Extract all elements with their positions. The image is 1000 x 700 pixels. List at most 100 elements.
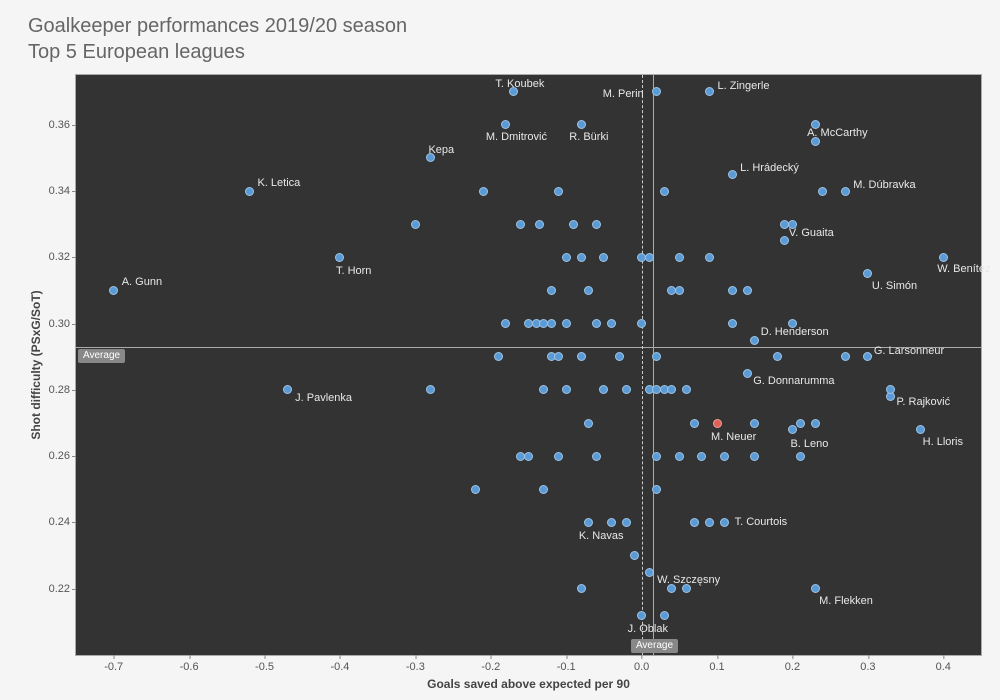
data-point <box>705 87 714 96</box>
data-point <box>411 220 420 229</box>
data-point <box>788 319 797 328</box>
data-point <box>645 568 654 577</box>
data-label: M. Dmitrović <box>486 131 547 143</box>
data-point <box>577 352 586 361</box>
data-label: K. Navas <box>579 530 624 542</box>
data-point <box>547 286 556 295</box>
data-point <box>811 419 820 428</box>
y-tick: 0.30 <box>49 318 70 330</box>
data-point <box>811 584 820 593</box>
data-point <box>584 518 593 527</box>
data-point <box>675 286 684 295</box>
data-point <box>675 452 684 461</box>
data-point <box>720 518 729 527</box>
data-label: M. Perin <box>603 88 644 100</box>
data-point <box>592 319 601 328</box>
data-point <box>245 187 254 196</box>
data-point <box>660 611 669 620</box>
data-label: B. Leno <box>790 438 828 450</box>
data-point <box>335 253 344 262</box>
y-tick: 0.24 <box>49 516 70 528</box>
data-point <box>592 220 601 229</box>
data-point <box>728 286 737 295</box>
data-point <box>607 319 616 328</box>
data-label: D. Henderson <box>761 326 829 338</box>
x-tick: 0.0 <box>634 661 649 673</box>
data-point <box>750 452 759 461</box>
data-point <box>743 369 752 378</box>
data-point <box>592 452 601 461</box>
data-point <box>569 220 578 229</box>
data-label: L. Zingerle <box>718 80 770 92</box>
scatter-plot: Shot difficulty (PSxG/SoT) Goals saved a… <box>75 74 982 656</box>
data-point <box>607 518 616 527</box>
data-point <box>471 485 480 494</box>
data-point <box>660 187 669 196</box>
title-line1: Goalkeeper performances 2019/20 season <box>28 15 407 37</box>
data-label: L. Hrádecký <box>740 162 799 174</box>
x-tick: -0.3 <box>406 661 425 673</box>
avg-vertical-solid <box>653 75 654 655</box>
data-label: V. Guaita <box>789 227 834 239</box>
data-point <box>479 187 488 196</box>
data-label: M. Dúbravka <box>853 179 915 191</box>
data-point <box>652 485 661 494</box>
data-point <box>863 352 872 361</box>
data-point <box>811 120 820 129</box>
data-point <box>743 286 752 295</box>
data-point <box>811 137 820 146</box>
data-point <box>682 385 691 394</box>
data-point <box>554 452 563 461</box>
data-label: M. Flekken <box>819 595 873 607</box>
data-point <box>796 452 805 461</box>
data-point <box>682 584 691 593</box>
data-point <box>584 419 593 428</box>
data-point <box>547 319 556 328</box>
data-label: R. Bürki <box>569 131 608 143</box>
data-point <box>577 584 586 593</box>
data-point <box>728 319 737 328</box>
data-point <box>622 518 631 527</box>
data-point <box>788 220 797 229</box>
data-point <box>554 352 563 361</box>
data-point <box>788 425 797 434</box>
avg-badge-x: Average <box>631 639 678 653</box>
data-label: T. Horn <box>336 265 371 277</box>
data-point <box>283 385 292 394</box>
data-point <box>773 352 782 361</box>
data-point <box>562 319 571 328</box>
data-label: K. Letica <box>257 177 300 189</box>
data-point <box>426 385 435 394</box>
data-point <box>796 419 805 428</box>
data-point <box>841 352 850 361</box>
data-point <box>501 319 510 328</box>
x-tick: -0.2 <box>481 661 500 673</box>
data-point <box>652 87 661 96</box>
data-point <box>675 253 684 262</box>
data-label: J. Oblak <box>628 623 668 635</box>
data-point <box>524 452 533 461</box>
data-point <box>720 452 729 461</box>
data-point-highlight <box>713 419 722 428</box>
data-point <box>690 419 699 428</box>
x-tick: -0.4 <box>330 661 349 673</box>
data-point <box>562 385 571 394</box>
data-point <box>667 385 676 394</box>
data-point <box>705 518 714 527</box>
x-tick: 0.3 <box>860 661 875 673</box>
data-point <box>705 253 714 262</box>
data-point <box>863 269 872 278</box>
data-point <box>509 87 518 96</box>
data-label: P. Rajković <box>897 396 951 408</box>
data-point <box>535 220 544 229</box>
data-point <box>577 253 586 262</box>
data-point <box>637 319 646 328</box>
data-point <box>539 485 548 494</box>
avg-badge-y: Average <box>78 349 125 363</box>
data-label: J. Pavlenka <box>295 392 352 404</box>
x-axis-label: Goals saved above expected per 90 <box>427 677 630 691</box>
data-point <box>750 419 759 428</box>
data-point <box>630 551 639 560</box>
x-tick: 0.1 <box>709 661 724 673</box>
y-tick: 0.34 <box>49 185 70 197</box>
